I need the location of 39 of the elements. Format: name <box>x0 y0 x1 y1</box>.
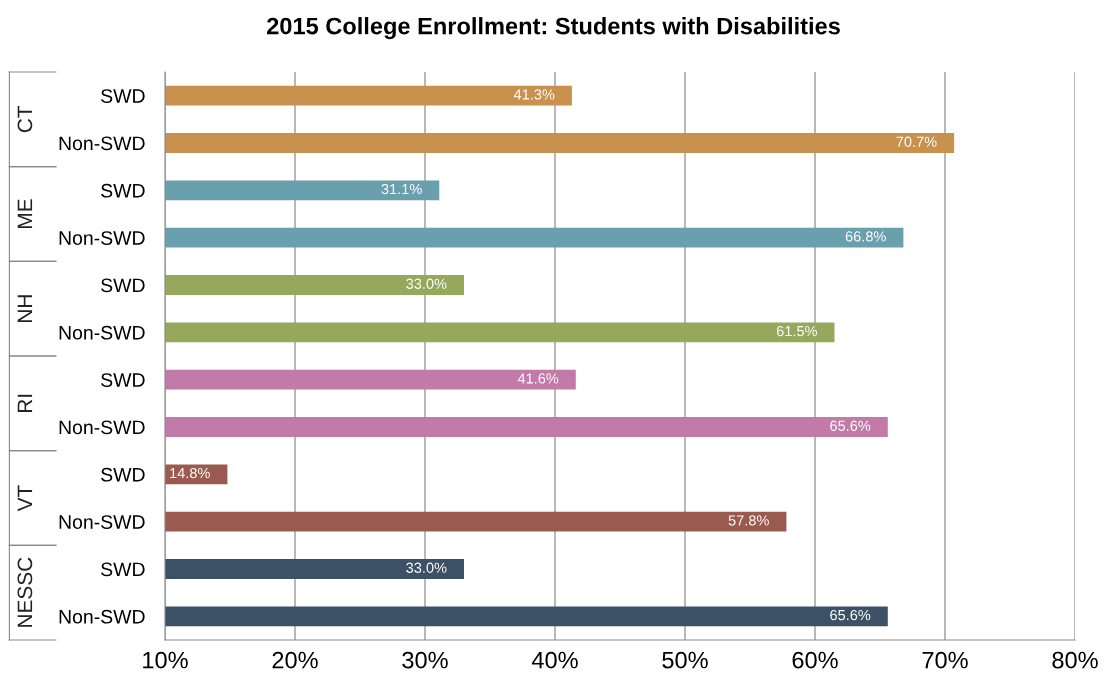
y-tick-label: SWD <box>101 373 145 387</box>
text: VT <box>17 485 33 512</box>
y-tick-label: Non-SWD <box>59 515 145 529</box>
data-label: 41.6% <box>517 373 559 384</box>
data-label: 61.5% <box>776 325 817 337</box>
y-tick-label: Non-SWD <box>59 231 145 245</box>
text: NESSC <box>17 557 33 627</box>
text: NH <box>17 295 33 322</box>
y-tick-label: SWD <box>101 89 145 103</box>
y-tick-label: Non-SWD <box>59 420 145 435</box>
y-tick-label: Non-SWD <box>59 325 145 340</box>
y-tick-label: SWD <box>101 183 145 198</box>
data-label: 41.3% <box>513 89 555 100</box>
chart-title: 2015 College Enrollment: Students with Disabilities <box>267 17 840 40</box>
y-tick-label: Non-SWD <box>59 136 145 151</box>
data-label: 57.8% <box>728 515 769 526</box>
y-tick-label: Non-SWD <box>59 609 145 624</box>
text: ME <box>17 199 33 228</box>
x-tick-label: 20% <box>272 651 318 669</box>
x-tick-label: 30% <box>402 651 448 669</box>
y-tick-label: SWD <box>101 278 145 293</box>
x-tick-label: 40% <box>531 651 578 669</box>
y-tick-label: SWD <box>101 467 145 482</box>
data-label: 65.6% <box>830 609 871 621</box>
data-label: 31.1% <box>381 183 422 195</box>
y-tick-label: SWD <box>101 562 145 577</box>
text: CT <box>17 105 33 133</box>
x-tick-label: 80% <box>1052 651 1098 669</box>
data-label: 70.7% <box>896 136 937 147</box>
x-tick-label: 50% <box>662 651 708 669</box>
x-tick-label: 60% <box>792 651 838 669</box>
x-tick-label: 10% <box>143 651 188 669</box>
data-label: 66.8% <box>845 231 886 242</box>
data-label: 65.6% <box>830 420 871 431</box>
text: RI <box>17 394 33 413</box>
data-label: 33.0% <box>406 562 447 573</box>
x-tick-label: 70% <box>922 651 968 669</box>
data-label: 14.8% <box>170 467 210 479</box>
data-label: 33.0% <box>406 278 447 289</box>
